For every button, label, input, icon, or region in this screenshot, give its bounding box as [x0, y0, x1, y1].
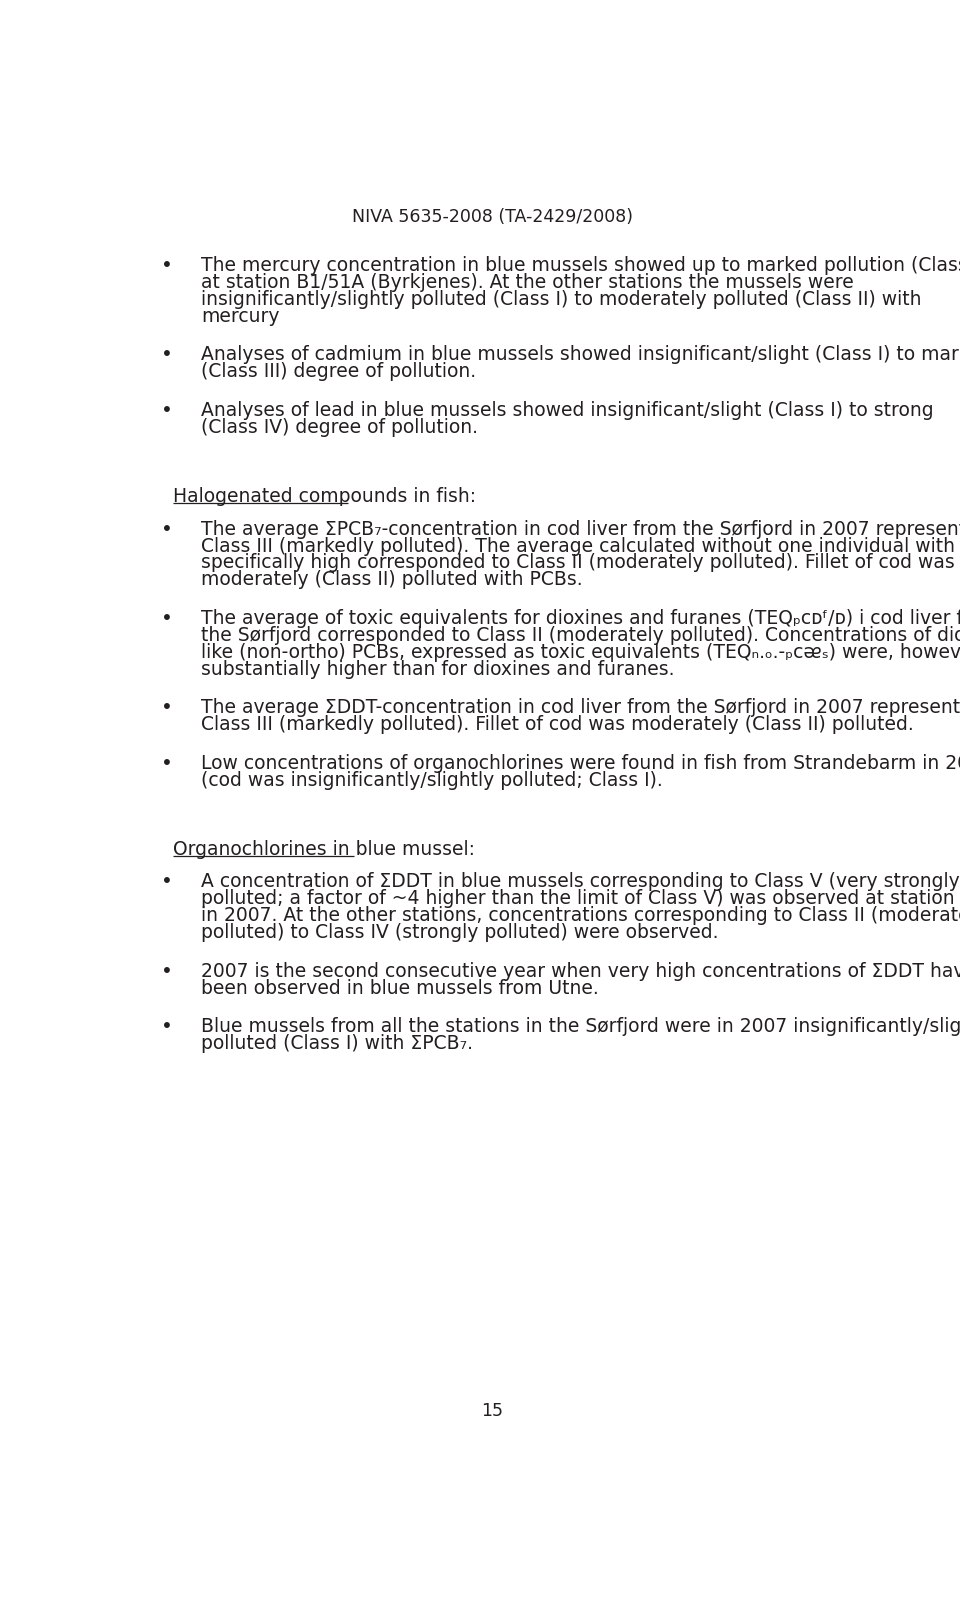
Text: Analyses of lead in blue mussels showed insignificant/slight (Class I) to strong: Analyses of lead in blue mussels showed …	[202, 400, 934, 420]
Text: (Class IV) degree of pollution.: (Class IV) degree of pollution.	[202, 418, 478, 437]
Text: at station B1/51A (Byrkjenes). At the other stations the mussels were: at station B1/51A (Byrkjenes). At the ot…	[202, 272, 854, 292]
Text: Low concentrations of organochlorines were found in fish from Strandebarm in 200: Low concentrations of organochlorines we…	[202, 753, 960, 773]
Text: specifically high corresponded to Class II (moderately polluted). Fillet of cod : specifically high corresponded to Class …	[202, 554, 955, 572]
Text: insignificantly/slightly polluted (Class I) to moderately polluted (Class II) wi: insignificantly/slightly polluted (Class…	[202, 290, 922, 309]
Text: Organochlorines in blue mussel:: Organochlorines in blue mussel:	[173, 839, 474, 859]
Text: substantially higher than for dioxines and furanes.: substantially higher than for dioxines a…	[202, 659, 675, 679]
Text: A concentration of ΣDDT in blue mussels corresponding to Class V (very strongly: A concentration of ΣDDT in blue mussels …	[202, 873, 960, 891]
Text: polluted; a factor of ~4 higher than the limit of Class V) was observed at stati: polluted; a factor of ~4 higher than the…	[202, 889, 960, 909]
Text: The average ΣPCB₇-concentration in cod liver from the Sørfjord in 2007 represent: The average ΣPCB₇-concentration in cod l…	[202, 520, 960, 538]
Text: (Class III) degree of pollution.: (Class III) degree of pollution.	[202, 363, 476, 381]
Text: •: •	[161, 1017, 173, 1037]
Text: The average ΣDDT-concentration in cod liver from the Sørfjord in 2007 represente: The average ΣDDT-concentration in cod li…	[202, 698, 960, 718]
Text: Class III (markedly polluted). The average calculated without one individual wit: Class III (markedly polluted). The avera…	[202, 536, 955, 556]
Text: been observed in blue mussels from Utne.: been observed in blue mussels from Utne.	[202, 978, 599, 998]
Text: 15: 15	[481, 1403, 503, 1421]
Text: Halogenated compounds in fish:: Halogenated compounds in fish:	[173, 488, 476, 505]
Text: moderately (Class II) polluted with PCBs.: moderately (Class II) polluted with PCBs…	[202, 570, 583, 590]
Text: The average of toxic equivalents for dioxines and furanes (TEQₚᴄᴅᶠ/ᴅ) i cod live: The average of toxic equivalents for dio…	[202, 609, 960, 629]
Text: •: •	[161, 400, 173, 420]
Text: •: •	[161, 256, 173, 275]
Text: •: •	[161, 962, 173, 980]
Text: •: •	[161, 753, 173, 773]
Text: •: •	[161, 873, 173, 891]
Text: like (non-ortho) PCBs, expressed as toxic equivalents (TEQₙ.ₒ.-ₚᴄᴂₛ) were, howev: like (non-ortho) PCBs, expressed as toxi…	[202, 643, 960, 663]
Text: •: •	[161, 520, 173, 538]
Text: polluted (Class I) with ΣPCB₇.: polluted (Class I) with ΣPCB₇.	[202, 1034, 473, 1053]
Text: polluted) to Class IV (strongly polluted) were observed.: polluted) to Class IV (strongly polluted…	[202, 923, 719, 943]
Text: (cod was insignificantly/slightly polluted; Class I).: (cod was insignificantly/slightly pollut…	[202, 771, 663, 789]
Text: •: •	[161, 698, 173, 718]
Text: •: •	[161, 609, 173, 629]
Text: mercury: mercury	[202, 306, 280, 326]
Text: •: •	[161, 345, 173, 364]
Text: Analyses of cadmium in blue mussels showed insignificant/slight (Class I) to mar: Analyses of cadmium in blue mussels show…	[202, 345, 960, 364]
Text: NIVA 5635-2008 (TA-2429/2008): NIVA 5635-2008 (TA-2429/2008)	[351, 209, 633, 227]
Text: Class III (markedly polluted). Fillet of cod was moderately (Class II) polluted.: Class III (markedly polluted). Fillet of…	[202, 714, 914, 734]
Text: the Sørfjord corresponded to Class II (moderately polluted). Concentrations of d: the Sørfjord corresponded to Class II (m…	[202, 625, 960, 645]
Text: The mercury concentration in blue mussels showed up to marked pollution (Class I: The mercury concentration in blue mussel…	[202, 256, 960, 275]
Text: 2007 is the second consecutive year when very high concentrations of ΣDDT have: 2007 is the second consecutive year when…	[202, 962, 960, 980]
Text: in 2007. At the other stations, concentrations corresponding to Class II (modera: in 2007. At the other stations, concentr…	[202, 906, 960, 925]
Text: Blue mussels from all the stations in the Sørfjord were in 2007 insignificantly/: Blue mussels from all the stations in th…	[202, 1017, 960, 1037]
